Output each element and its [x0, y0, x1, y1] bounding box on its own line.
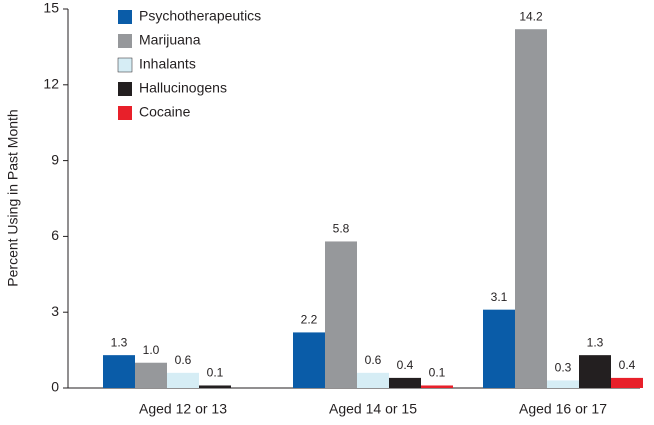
legend-swatch — [118, 34, 132, 48]
data-label: 2.2 — [301, 313, 318, 327]
legend-label: Cocaine — [139, 104, 191, 120]
data-label: 0.1 — [207, 366, 224, 380]
bar — [611, 377, 643, 388]
bar — [167, 372, 199, 388]
y-tick-label: 9 — [51, 151, 59, 167]
y-tick-label: 0 — [51, 379, 59, 395]
data-label: 0.6 — [175, 353, 192, 367]
data-label: 1.3 — [587, 335, 604, 349]
bar — [199, 385, 231, 388]
y-tick-label: 12 — [43, 76, 59, 92]
bar — [579, 355, 611, 388]
bar — [293, 332, 325, 388]
data-label: 0.4 — [397, 358, 414, 372]
data-label: 1.0 — [143, 343, 160, 357]
y-tick-label: 6 — [51, 227, 59, 243]
bar — [483, 309, 515, 388]
data-label: 3.1 — [491, 290, 508, 304]
legend-label: Inhalants — [139, 56, 196, 72]
data-label: 0.3 — [555, 361, 572, 375]
data-label: 0.6 — [365, 353, 382, 367]
legend-label: Psychotherapeutics — [139, 8, 261, 24]
bar — [515, 29, 547, 389]
bar — [547, 380, 579, 388]
legend-swatch — [117, 57, 133, 73]
x-tick-label: Aged 16 or 17 — [519, 401, 607, 417]
x-tick-label: Aged 12 or 13 — [139, 401, 227, 417]
bar — [357, 372, 389, 388]
bar — [325, 241, 357, 388]
y-axis-label: Percent Using in Past Month — [5, 109, 21, 286]
bar — [421, 385, 453, 388]
data-label: 14.2 — [519, 9, 543, 23]
y-tick-label: 3 — [51, 303, 59, 319]
bar — [389, 377, 421, 388]
x-tick-label: Aged 14 or 15 — [329, 401, 417, 417]
bar — [103, 355, 135, 388]
legend-label: Marijuana — [139, 32, 201, 48]
data-label: 1.3 — [111, 335, 128, 349]
legend-swatch — [118, 10, 132, 24]
data-label: 0.1 — [429, 366, 446, 380]
data-label: 0.4 — [619, 358, 636, 372]
legend-swatch — [118, 82, 132, 96]
data-label: 5.8 — [333, 222, 350, 236]
legend-swatch — [118, 106, 132, 120]
bar — [135, 362, 167, 388]
y-tick-label: 15 — [43, 0, 59, 16]
legend-label: Hallucinogens — [139, 80, 227, 96]
